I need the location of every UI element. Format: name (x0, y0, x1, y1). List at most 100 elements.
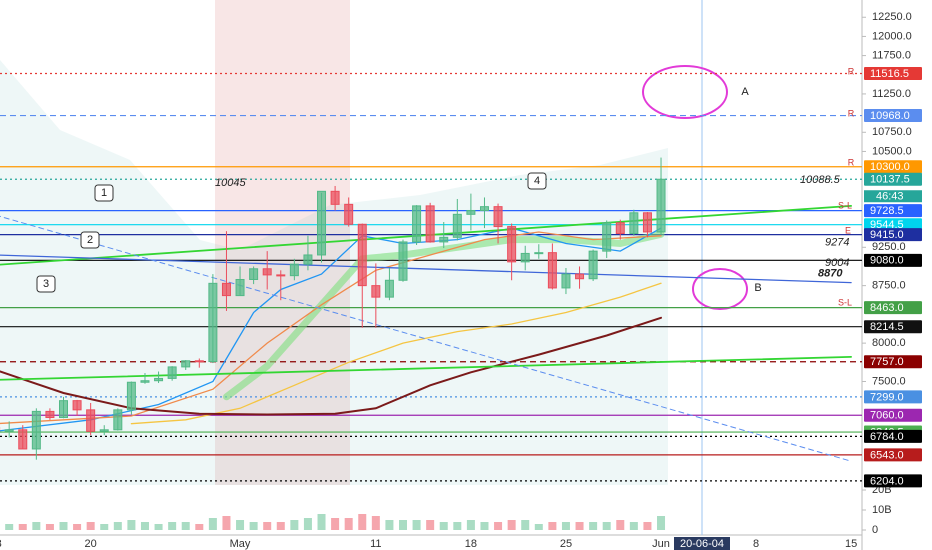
volume-bar (32, 522, 41, 530)
candle-body (31, 410, 41, 450)
candle-body (384, 279, 394, 298)
candle-body (140, 380, 150, 383)
candle-body (113, 409, 123, 431)
candle-body (194, 360, 204, 363)
x-tick-label: 20 (85, 538, 97, 550)
candle-body (357, 223, 367, 287)
candle-body (59, 400, 68, 419)
candle-body (656, 178, 666, 233)
volume-bar (276, 522, 285, 530)
y-tick-label: 8000.0 (872, 337, 906, 349)
candle-body (398, 241, 408, 281)
volume-bar (59, 522, 68, 530)
volume-bar (534, 524, 543, 530)
cloud (0, 60, 668, 485)
volume-bar (602, 522, 611, 530)
volume-bar (629, 522, 638, 530)
circle-a (642, 65, 728, 119)
candle-body (412, 205, 422, 243)
volume-bar (507, 520, 516, 530)
price-label: 7757.0 (870, 356, 904, 368)
candle-body (452, 213, 462, 238)
volume-bar (344, 518, 353, 530)
price-label: 7299.0 (870, 391, 904, 403)
price-label-box (864, 172, 922, 186)
volume-bar (331, 518, 340, 530)
candle-body (588, 250, 598, 280)
volume-bar (426, 520, 435, 530)
price-label-box (864, 320, 922, 334)
y-tick-label: 12250.0 (872, 11, 912, 23)
price-label-box (864, 474, 922, 488)
volume-bar (154, 524, 163, 530)
indicator-line (0, 316, 662, 416)
indicator-line (0, 254, 852, 284)
candle-body (99, 429, 109, 432)
volume-bar (439, 522, 448, 530)
candle-body (154, 377, 164, 382)
volume-bar (358, 514, 367, 530)
volume-bar (222, 516, 231, 530)
callout-box (80, 231, 100, 249)
cursor-date: 20-06-04 (680, 538, 724, 550)
y-tick-label: 10750.0 (872, 126, 912, 138)
y-tick-label: 7500.0 (872, 375, 906, 387)
price-label: 7060.0 (870, 410, 904, 422)
indicator-line (0, 215, 852, 462)
price-label: 11516.5 (870, 68, 909, 80)
indicator-line (0, 356, 852, 381)
indicator-line (223, 230, 665, 401)
candle-body (289, 263, 299, 277)
candle-body (262, 268, 272, 276)
volume-bar (86, 522, 95, 530)
x-tick-label: 15 (845, 538, 857, 550)
marker-label: B (754, 282, 761, 294)
volume-bar (113, 522, 122, 530)
volume-bar (521, 520, 530, 530)
volume-bar (466, 520, 475, 530)
price-label: 6784.0 (870, 431, 904, 443)
volume-bar (371, 516, 380, 530)
volume-bar (195, 524, 204, 530)
x-tick-label: 8 (753, 538, 759, 550)
candle-body (72, 400, 82, 411)
x-tick-label: 13 (0, 538, 2, 550)
marker-label: 1 (101, 187, 107, 199)
price-label-box (864, 228, 922, 242)
volume-bar (385, 520, 394, 530)
price-label: 9415.0 (870, 229, 904, 241)
volume-bar (236, 520, 245, 530)
candle-body (330, 190, 340, 205)
callout-box (527, 172, 547, 190)
marker-label: 3 (43, 278, 49, 290)
marker-label: R (848, 108, 855, 118)
price-label-box (864, 355, 922, 369)
volume-bar (5, 524, 14, 530)
volume-bar (100, 524, 109, 530)
candle-body (425, 205, 435, 243)
circle-b (692, 268, 748, 310)
volume-bar (657, 516, 666, 530)
marker-label: R (848, 157, 855, 167)
marker-label: 2 (87, 234, 93, 246)
marker-label: A (741, 86, 749, 98)
price-label: 8463.0 (870, 302, 904, 314)
volume-bar (263, 522, 272, 530)
volume-bar (575, 522, 584, 530)
marker-label: S-L (838, 297, 852, 307)
price-label-box (864, 218, 922, 232)
price-label-box (864, 253, 922, 267)
price-label: 9080.0 (870, 255, 904, 267)
candle-body (276, 274, 286, 277)
volume-tick-label: 10B (872, 504, 892, 516)
volume-bar (399, 520, 407, 530)
candle-body (344, 203, 354, 225)
marker-label: S-L (838, 200, 852, 210)
price-label-box (864, 301, 922, 315)
y-tick-label: 11250.0 (872, 88, 911, 100)
x-tick-label: 18 (465, 538, 477, 550)
candle-body (439, 236, 449, 243)
volume-bar (45, 524, 54, 530)
price-label: 6204.0 (870, 475, 904, 487)
